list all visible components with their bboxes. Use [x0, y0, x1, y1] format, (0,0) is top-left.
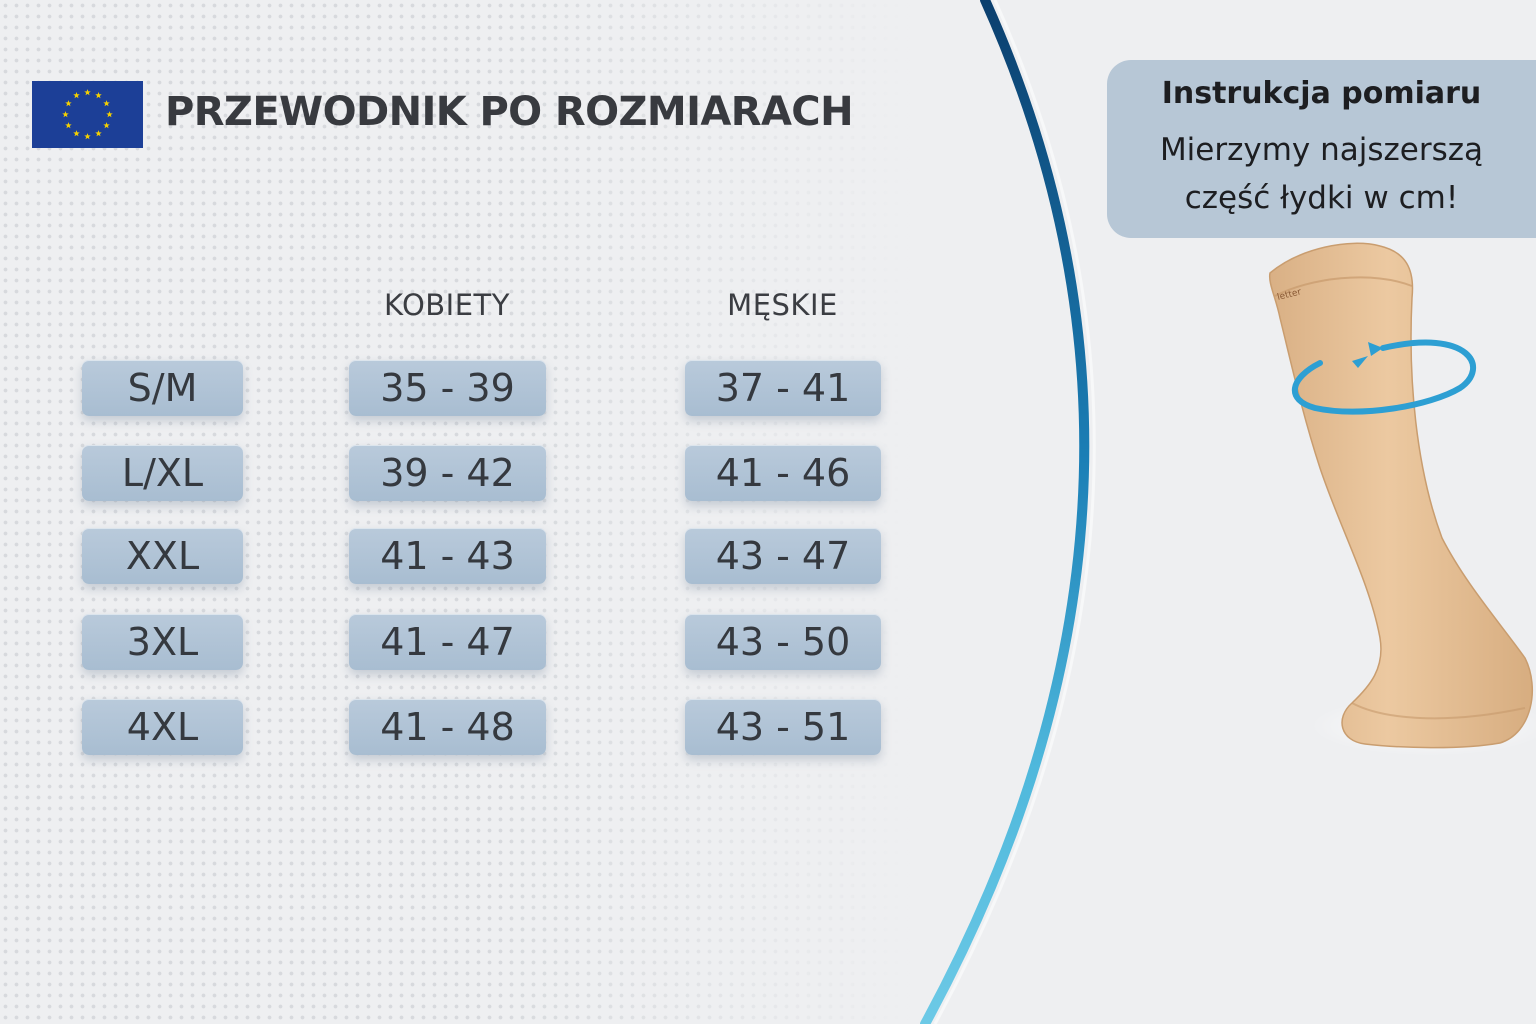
- women-column-header: KOBIETY: [384, 288, 510, 322]
- star-icon: [73, 92, 80, 99]
- men-range: 43 - 47: [685, 528, 881, 584]
- info-line: Mierzymy najszerszą: [1159, 132, 1484, 168]
- circular-arrow-icon: [1292, 339, 1477, 415]
- men-range: 43 - 51: [685, 699, 881, 755]
- size-label: L/XL: [82, 445, 243, 501]
- star-icon: [84, 133, 91, 140]
- star-icon: [65, 122, 72, 129]
- women-range: 41 - 48: [349, 699, 546, 755]
- women-range: 39 - 42: [349, 445, 546, 501]
- page-title: PRZEWODNIK PO ROZMIARACH: [165, 89, 854, 135]
- measurement-info-box: Instrukcja pomiaru Mierzymy najszerszą c…: [1107, 60, 1536, 238]
- men-range: 43 - 50: [685, 614, 881, 670]
- star-icon: [73, 130, 80, 137]
- women-range: 35 - 39: [349, 360, 546, 416]
- info-text: Mierzymy najszerszą część łydki w cm!: [1107, 126, 1536, 222]
- dotted-background: [0, 0, 920, 1024]
- star-icon: [103, 100, 110, 107]
- star-icon: [95, 130, 102, 137]
- star-icon: [103, 122, 110, 129]
- info-line: część łydki w cm!: [1184, 180, 1459, 216]
- men-range: 41 - 46: [685, 445, 881, 501]
- info-title: Instrukcja pomiaru: [1161, 76, 1482, 111]
- size-label: XXL: [82, 528, 243, 584]
- women-range: 41 - 43: [349, 528, 546, 584]
- star-icon: [62, 111, 69, 118]
- star-icon: [106, 111, 113, 118]
- sock-illustration: letter: [1180, 238, 1536, 758]
- women-range: 41 - 47: [349, 614, 546, 670]
- men-column-header: MĘSKIE: [727, 288, 838, 322]
- size-label: 4XL: [82, 699, 243, 755]
- size-label: S/M: [82, 360, 243, 416]
- size-label: 3XL: [82, 614, 243, 670]
- men-range: 37 - 41: [685, 360, 881, 416]
- star-icon: [65, 100, 72, 107]
- star-icon: [95, 92, 102, 99]
- star-icon: [84, 89, 91, 96]
- eu-flag-icon: [32, 81, 143, 148]
